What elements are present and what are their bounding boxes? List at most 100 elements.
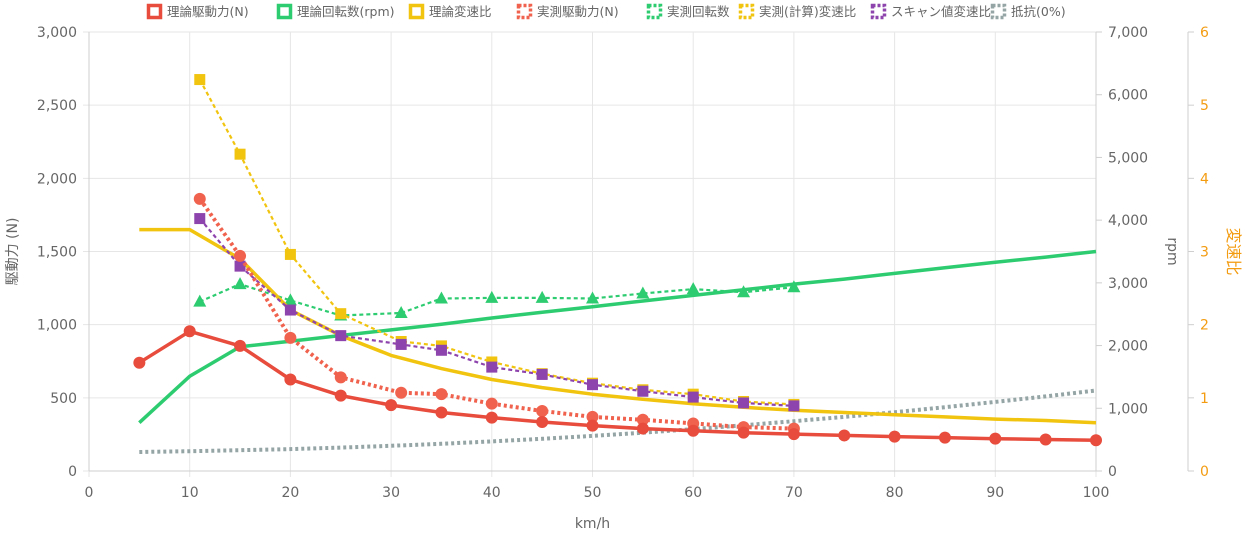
- legend-item: 理論回転数(rpm): [276, 3, 395, 20]
- legend-label: 抵抗(0%): [1011, 4, 1066, 19]
- data-point: [536, 405, 549, 418]
- y-left-tick-label: 2,500: [37, 98, 77, 114]
- data-point: [486, 361, 498, 373]
- data-point: [788, 400, 800, 412]
- data-point: [385, 399, 398, 412]
- y-ratio-tick-label: 5: [1200, 98, 1209, 114]
- data-point: [738, 397, 750, 409]
- y-ratio-tick-label: 1: [1200, 391, 1209, 407]
- legend: 理論駆動力(N) 理論回転数(rpm) 理論変速比 実測駆動力(N) 実測回転数 実測(計…: [146, 3, 1066, 20]
- legend-item: 理論駆動力(N): [146, 3, 249, 20]
- data-point: [234, 249, 247, 262]
- x-axis-title: km/h: [575, 516, 610, 532]
- data-point: [284, 373, 297, 386]
- legend-item: スキャン値変速比: [870, 3, 991, 20]
- data-point: [284, 248, 296, 260]
- data-point: [133, 356, 146, 369]
- data-point: [284, 331, 297, 344]
- legend-swatch: [738, 3, 755, 20]
- legend-label: スキャン値変速比: [891, 4, 991, 19]
- data-point: [687, 391, 699, 403]
- y-left-tick-label: 0: [68, 464, 77, 480]
- y-rpm-axis-title: rpm: [1164, 237, 1180, 265]
- series-0: [133, 325, 1102, 447]
- data-point: [395, 338, 407, 350]
- y-right-tick-label: 2,000: [1108, 339, 1148, 355]
- x-tick-label: 20: [281, 485, 299, 501]
- legend-item: 理論変速比: [408, 3, 492, 20]
- data-point: [535, 290, 549, 303]
- legend-swatch: [408, 3, 425, 20]
- series-line: [139, 227, 1097, 425]
- y-right-tick-label: 6,000: [1108, 88, 1148, 104]
- series-line: [138, 249, 1097, 424]
- data-point: [536, 368, 548, 380]
- legend-label: 実測(計算)変速比: [759, 4, 856, 19]
- data-point: [193, 192, 206, 205]
- x-tick-label: 30: [382, 485, 400, 501]
- legend-label: 実測回転数: [667, 4, 730, 19]
- data-point: [194, 74, 206, 86]
- data-point: [394, 305, 408, 318]
- data-point: [485, 397, 498, 410]
- data-point: [435, 344, 447, 356]
- y-left-tick-label: 2,000: [37, 171, 77, 187]
- data-point: [637, 385, 649, 397]
- series-line: [139, 388, 1097, 454]
- data-point: [586, 291, 599, 304]
- series-2: [139, 227, 1097, 425]
- x-tick-label: 0: [85, 485, 94, 501]
- legend-swatch: [870, 3, 887, 20]
- y-right-tick-label: 5,000: [1108, 150, 1148, 166]
- x-tick-label: 10: [181, 485, 199, 501]
- y-ratio-tick-label: 3: [1200, 245, 1209, 261]
- data-point: [334, 389, 347, 402]
- axes: 0 10 20 30 40 50 60 70 80 90 10005001,0001,5002,00…: [5, 25, 1243, 532]
- y-ratio-tick-label: 4: [1200, 171, 1209, 187]
- y-right-tick-label: 3,000: [1108, 276, 1148, 292]
- data-point: [587, 379, 598, 391]
- data-point: [838, 429, 851, 442]
- legend-swatch: [276, 3, 293, 20]
- x-tick-label: 100: [1083, 485, 1110, 501]
- data-point: [586, 419, 599, 432]
- y-right-tick-label: 7,000: [1108, 25, 1148, 41]
- x-tick-label: 60: [684, 485, 702, 501]
- legend-item: 実測回転数: [646, 3, 730, 20]
- series-line: [198, 79, 794, 406]
- series-1: [138, 249, 1097, 424]
- y-ratio-tick-label: 6: [1200, 25, 1209, 41]
- data-point: [737, 426, 750, 439]
- data-point: [435, 388, 448, 401]
- legend-item: 実測駆動力(N): [516, 3, 619, 20]
- data-point: [234, 339, 247, 352]
- legend-label: 実測駆動力(N): [537, 4, 619, 19]
- data-point: [233, 277, 247, 290]
- x-tick-label: 70: [785, 485, 803, 501]
- data-point: [485, 290, 499, 303]
- data-point: [234, 260, 246, 272]
- x-tick-label: 90: [986, 485, 1004, 501]
- y-ratio-tick-label: 2: [1200, 318, 1209, 334]
- y-left-axis-title: 駆動力 (N): [5, 218, 21, 286]
- legend-swatch: [990, 3, 1007, 20]
- x-tick-label: 40: [483, 485, 501, 501]
- data-point: [586, 410, 599, 423]
- series-7: [139, 388, 1097, 454]
- data-point: [283, 293, 297, 306]
- data-point: [938, 431, 951, 444]
- series-6: [194, 213, 800, 412]
- data-point: [787, 428, 800, 441]
- data-point: [334, 371, 347, 384]
- y-left-tick-label: 1,000: [37, 318, 77, 334]
- data-point: [888, 430, 901, 443]
- data-point: [234, 148, 246, 160]
- data-point: [1039, 433, 1052, 446]
- data-point: [636, 422, 649, 435]
- legend-item: 実測(計算)変速比: [738, 3, 856, 20]
- data-point: [636, 413, 649, 426]
- data-point: [194, 213, 206, 225]
- legend-item: 抵抗(0%): [990, 3, 1066, 20]
- data-point: [636, 286, 650, 299]
